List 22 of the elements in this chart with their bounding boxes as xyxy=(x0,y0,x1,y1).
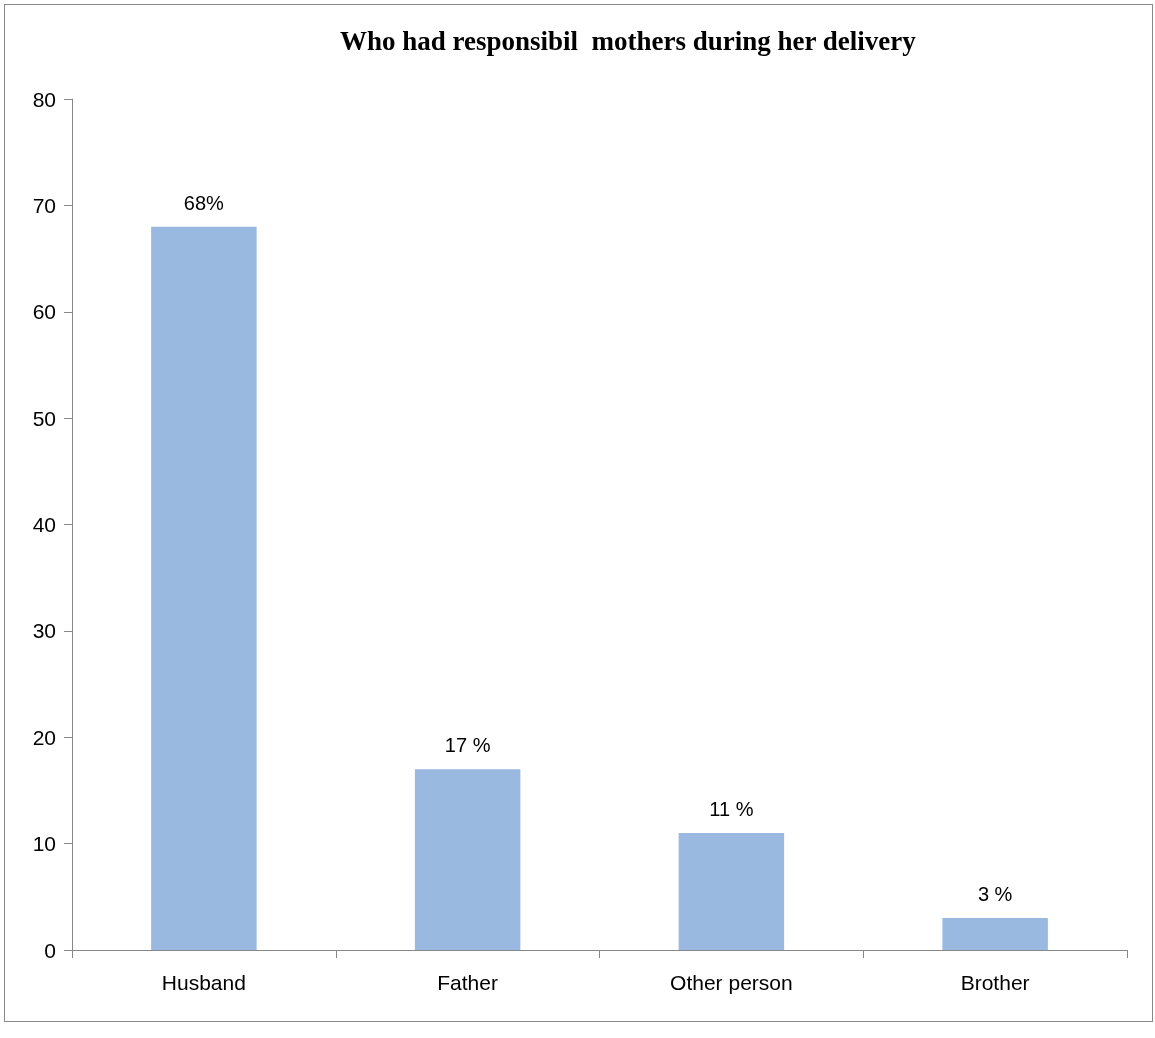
y-tick-label: 60 xyxy=(32,300,56,324)
data-label: 11 % xyxy=(709,797,754,820)
y-tick-label: 10 xyxy=(32,832,56,856)
x-tick-label: Other person xyxy=(670,971,793,994)
bar xyxy=(414,769,521,950)
data-label: 17 % xyxy=(444,734,491,757)
bar xyxy=(678,832,785,950)
y-tick-label: 70 xyxy=(32,193,56,217)
x-tick-label: Father xyxy=(437,971,498,994)
y-tick-label: 20 xyxy=(32,725,56,749)
y-tick-label: 30 xyxy=(32,619,56,643)
y-tick-label: 40 xyxy=(32,513,56,536)
y-tick-label: 0 xyxy=(44,938,56,962)
x-tick-label: Husband xyxy=(161,971,246,994)
chart-title: Who had responsibil mothers during her delivery xyxy=(340,25,917,56)
data-label: 68% xyxy=(183,191,225,214)
y-tick-label: 80 xyxy=(32,87,56,111)
x-tick-label: Brother xyxy=(960,971,1030,994)
bar xyxy=(942,918,1048,950)
y-tick-label: 50 xyxy=(32,406,56,430)
bar xyxy=(151,226,257,950)
data-label: 3 % xyxy=(977,883,1013,906)
